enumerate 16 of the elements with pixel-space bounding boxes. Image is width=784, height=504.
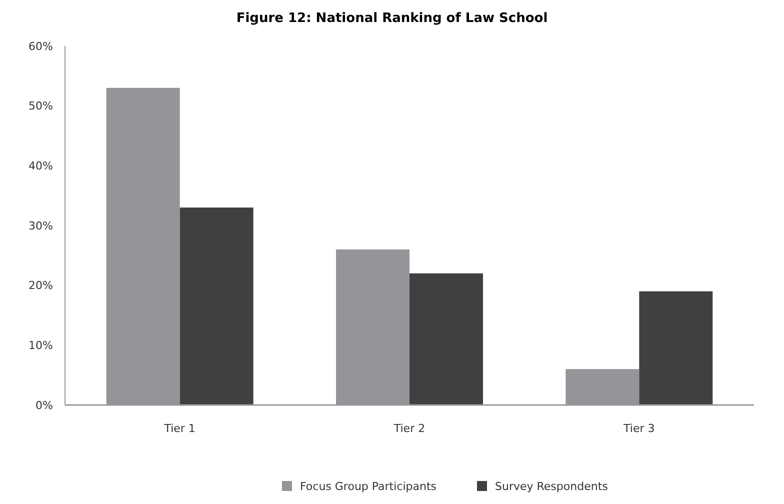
chart-title: Figure 12: National Ranking of Law School [236,11,548,26]
y-tick-label: 60% [28,40,53,53]
x-tick-label: Tier 3 [622,422,655,435]
y-tick-label: 40% [28,160,53,173]
y-tick-label: 0% [36,398,53,412]
x-tick-label: Tier 2 [392,422,426,435]
legend-label: Focus Group Participants [300,480,437,493]
bar [180,208,254,405]
y-tick-label: 20% [28,279,53,292]
y-tick-label: 30% [28,219,53,232]
y-tick-label: 50% [28,100,53,113]
legend-label: Survey Respondents [495,480,608,493]
bar [410,273,483,405]
x-tick-label: Tier 1 [163,422,196,435]
bar [639,291,713,405]
y-tick-label: 10% [28,339,53,352]
